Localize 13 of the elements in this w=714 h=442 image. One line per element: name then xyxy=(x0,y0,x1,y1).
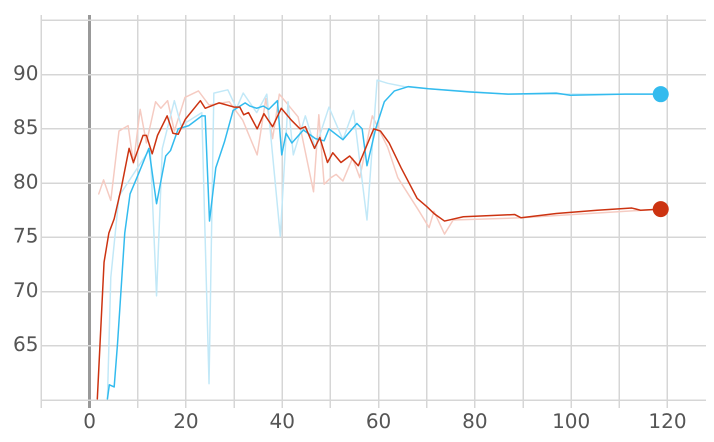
y-tick-label: 75 xyxy=(12,224,38,248)
x-tick-label: 80 xyxy=(462,409,488,434)
y-tick-label: 85 xyxy=(12,115,38,140)
x-tick-label: 40 xyxy=(270,409,295,434)
x-tick-label: 100 xyxy=(552,409,590,434)
x-tick-label: 120 xyxy=(648,409,687,434)
y-tick-label: 70 xyxy=(12,278,38,302)
y-tick-label: 65 xyxy=(12,332,38,356)
x-tick-label: 60 xyxy=(366,409,392,434)
x-tick-label: 20 xyxy=(173,409,199,434)
y-tick-label: 80 xyxy=(12,169,38,194)
y-tick-label: 90 xyxy=(12,60,38,85)
x-tick-label: 0 xyxy=(83,409,96,434)
